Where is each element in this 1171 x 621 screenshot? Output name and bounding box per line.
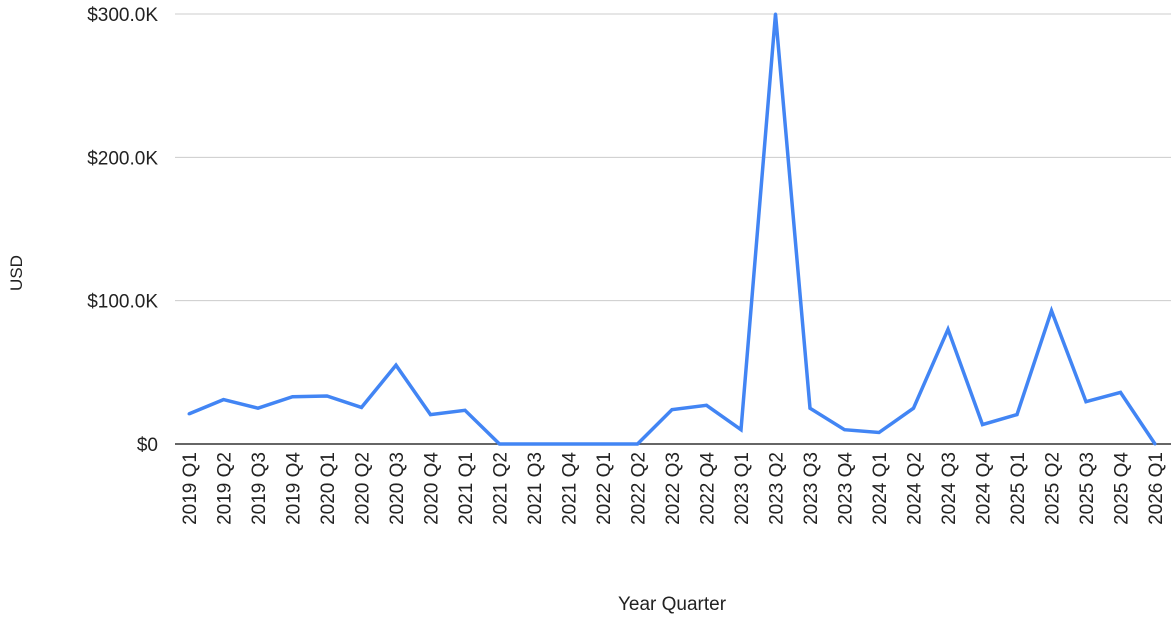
data-point	[222, 398, 225, 402]
x-tick-label: 2019 Q1	[180, 452, 201, 525]
data-point	[429, 413, 432, 417]
x-tick-label: 2025 Q3	[1077, 452, 1098, 525]
data-point	[187, 412, 191, 416]
data-point	[739, 428, 743, 432]
y-axis-title: USD	[7, 255, 26, 291]
data-point	[981, 423, 984, 427]
x-tick-label: 2025 Q2	[1043, 452, 1064, 525]
x-tick-label: 2019 Q2	[215, 452, 236, 525]
x-tick-label: 2023 Q3	[801, 452, 822, 525]
data-point	[877, 431, 881, 435]
x-tick-label: 2020 Q2	[353, 452, 374, 525]
data-point	[705, 403, 708, 407]
y-axis-tick-labels: $0 $100.0K $200.0K $300.0K	[87, 5, 158, 456]
x-tick-label: 2021 Q3	[525, 452, 546, 525]
data-point	[463, 408, 467, 412]
y-tick-label: $300.0K	[87, 5, 158, 26]
series-line	[188, 13, 1157, 446]
x-tick-label: 2024 Q1	[870, 452, 891, 525]
data-point	[670, 408, 674, 412]
x-tick-label: 2025 Q4	[1112, 452, 1133, 525]
data-point	[946, 327, 950, 331]
data-point	[325, 394, 329, 398]
data-point	[1119, 390, 1122, 394]
data-point	[1084, 400, 1088, 404]
x-tick-label: 2022 Q2	[629, 452, 650, 525]
x-tick-label: 2024 Q3	[939, 452, 960, 525]
data-point	[360, 405, 363, 409]
data-point	[498, 442, 501, 446]
y-tick-label: $200.0K	[87, 148, 158, 169]
x-tick-label: 2025 Q1	[1008, 452, 1029, 525]
data-point	[291, 395, 294, 399]
data-point	[1153, 442, 1157, 446]
x-axis-title: Year Quarter	[618, 594, 727, 615]
data-point	[1015, 413, 1019, 417]
x-tick-label: 2021 Q2	[491, 452, 512, 525]
x-tick-label: 2024 Q4	[974, 452, 995, 525]
data-point	[601, 442, 605, 446]
x-tick-label: 2019 Q4	[284, 452, 305, 525]
series-layer	[187, 12, 1157, 446]
x-tick-label: 2020 Q1	[318, 452, 339, 525]
x-tick-label: 2026 Q1	[1146, 452, 1167, 525]
x-tick-label: 2022 Q3	[663, 452, 684, 525]
x-tick-label: 2024 Q2	[905, 452, 926, 525]
data-point	[808, 406, 812, 410]
x-tick-label: 2021 Q4	[560, 452, 581, 525]
data-point	[774, 12, 777, 16]
x-tick-label: 2023 Q4	[836, 452, 857, 525]
x-tick-label: 2023 Q1	[732, 452, 753, 525]
data-point	[394, 363, 398, 367]
data-point	[1050, 309, 1053, 313]
y-tick-label: $100.0K	[87, 292, 158, 313]
x-tick-label: 2020 Q3	[387, 452, 408, 525]
grid-lines	[175, 13, 1171, 302]
x-tick-label: 2023 Q2	[767, 452, 788, 525]
data-point	[636, 442, 639, 446]
x-tick-label: 2020 Q4	[422, 452, 443, 525]
x-axis-tick-labels: 2019 Q1 2019 Q2 2019 Q3 2019 Q4 2020 Q1 2020 …	[180, 452, 1167, 525]
data-point	[256, 406, 260, 410]
data-point	[843, 428, 846, 432]
data-point	[532, 442, 536, 446]
x-tick-label: 2022 Q1	[594, 452, 615, 525]
y-tick-label: $0	[137, 435, 158, 456]
x-tick-label: 2022 Q4	[698, 452, 719, 525]
x-tick-label: 2021 Q1	[456, 452, 477, 525]
data-point	[567, 442, 570, 446]
x-tick-label: 2019 Q3	[249, 452, 270, 525]
data-point	[912, 406, 915, 410]
